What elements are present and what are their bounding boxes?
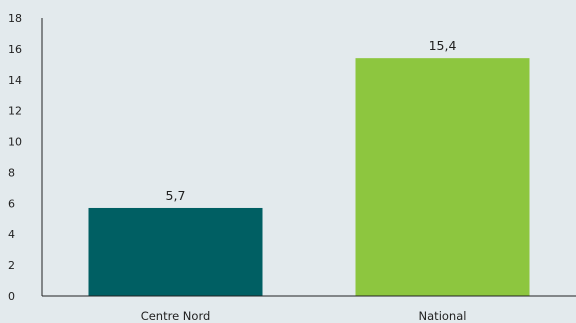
y-tick-label: 4 [8,228,15,241]
data-labels: 5,7 15,4 [166,38,457,203]
y-tick-label: 14 [8,74,22,87]
bar-centre-nord [88,207,263,296]
data-label: 5,7 [166,188,186,203]
category-label: National [419,309,467,323]
category-label: Centre Nord [141,309,211,323]
y-tick-label: 16 [8,43,22,56]
y-tick-label: 18 [8,12,22,25]
y-axis-ticks: 0 2 4 6 8 10 12 14 16 18 [8,12,22,303]
data-label: 15,4 [429,38,457,53]
y-tick-label: 10 [8,136,22,149]
category-labels: Centre Nord National [141,309,467,323]
bar-national [355,58,530,297]
y-tick-label: 0 [8,290,15,303]
y-tick-label: 8 [8,166,15,179]
bars [88,58,530,297]
y-tick-label: 12 [8,105,22,118]
y-tick-label: 6 [8,197,15,210]
y-tick-label: 2 [8,259,15,272]
